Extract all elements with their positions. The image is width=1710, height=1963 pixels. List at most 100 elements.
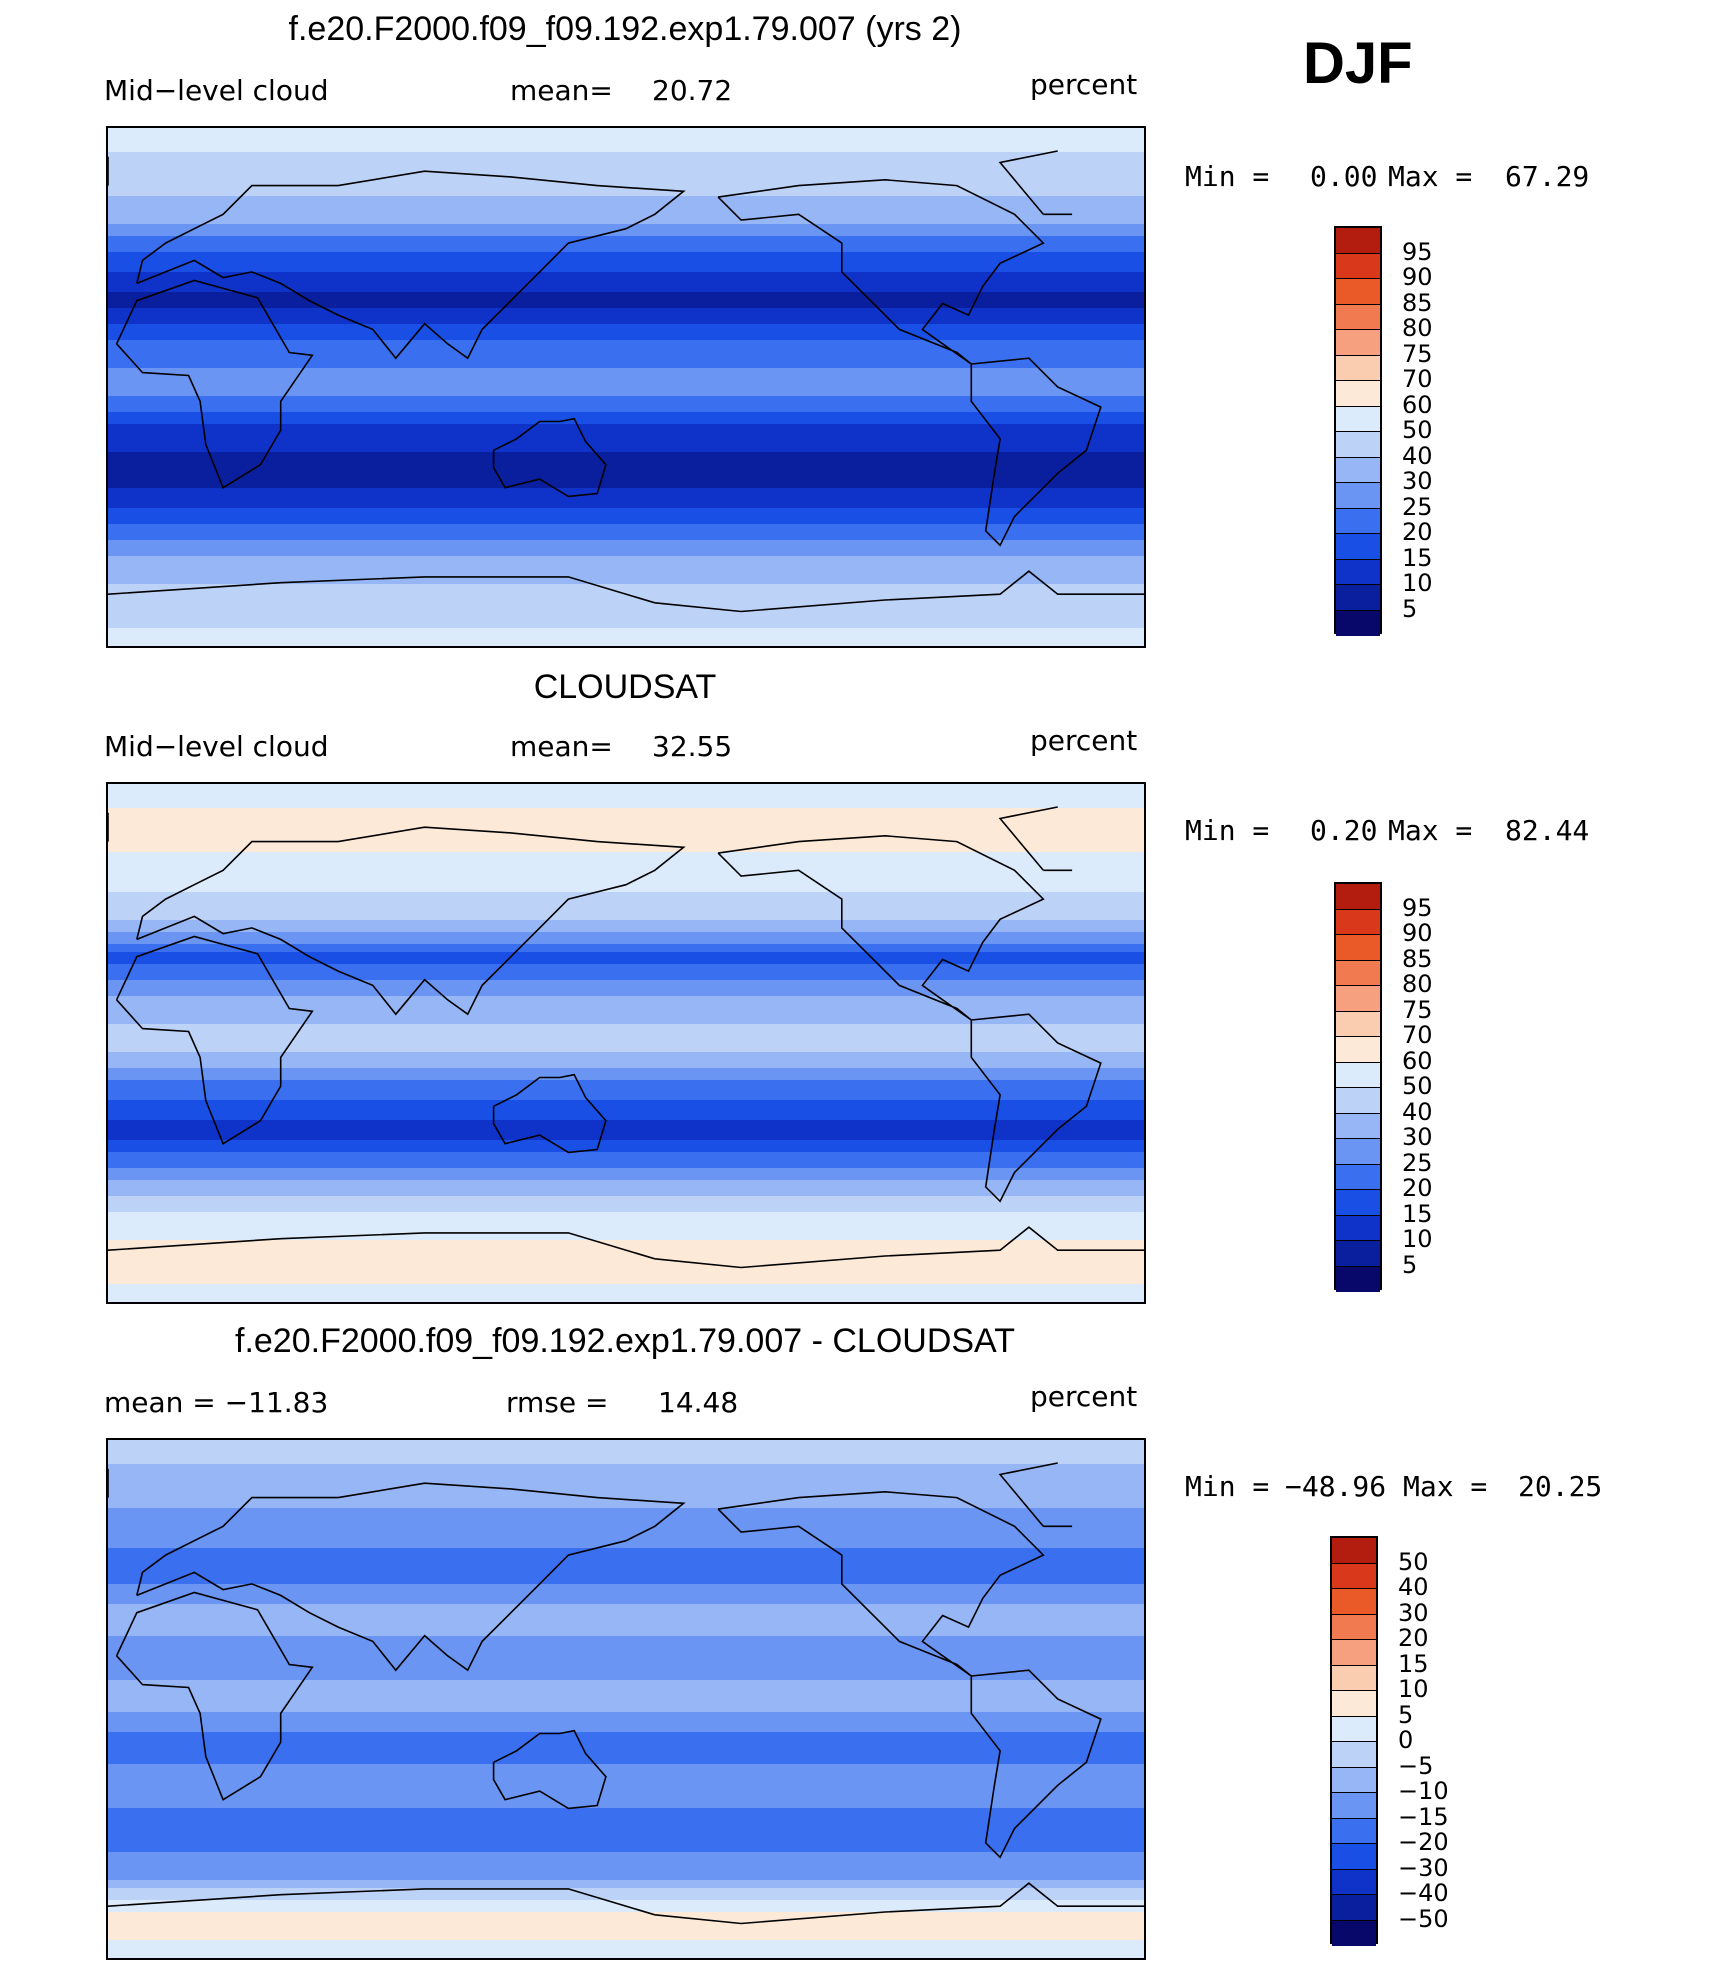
contour-band	[108, 920, 1144, 925]
contour-band	[108, 1644, 1144, 1649]
contour-band	[108, 328, 1144, 333]
contour-band	[108, 1480, 1144, 1485]
contour-band	[108, 1684, 1144, 1689]
colorbar-cell	[1336, 960, 1380, 986]
contour-band	[108, 496, 1144, 501]
contour-band	[108, 160, 1144, 165]
contour-band	[108, 1920, 1144, 1925]
contour-band	[108, 204, 1144, 209]
colorbar-cell	[1336, 610, 1380, 636]
contour-band	[108, 352, 1144, 357]
contour-band	[108, 396, 1144, 401]
contour-band	[108, 1944, 1144, 1949]
contour-band	[108, 1844, 1144, 1849]
colorbar-cell	[1332, 1818, 1376, 1844]
contour-band	[108, 1576, 1144, 1581]
contour-band	[108, 1612, 1144, 1617]
panel-3-rmse-label: rmse =	[506, 1386, 609, 1419]
contour-band	[108, 344, 1144, 349]
contour-band	[108, 840, 1144, 845]
contour-band	[108, 1656, 1144, 1661]
colorbar-cell	[1332, 1869, 1376, 1895]
contour-band	[108, 928, 1144, 933]
contour-band	[108, 1948, 1144, 1953]
contour-band	[108, 1856, 1144, 1861]
contour-band	[108, 504, 1144, 509]
contour-band	[108, 864, 1144, 869]
colorbar-cell	[1336, 1215, 1380, 1241]
contour-band	[108, 1820, 1144, 1825]
contour-band	[108, 1108, 1144, 1113]
contour-band	[108, 1296, 1144, 1301]
contour-band	[108, 1180, 1144, 1185]
contour-band	[108, 800, 1144, 805]
contour-band	[108, 1276, 1144, 1281]
contour-band	[108, 640, 1144, 645]
coastline	[970, 357, 1102, 547]
colorbar-tick-label: 5	[1402, 594, 1418, 623]
contour-band	[108, 180, 1144, 185]
contour-band	[108, 804, 1144, 809]
panel-1-max-value: 67.29	[1505, 160, 1590, 193]
contour-band	[108, 1284, 1144, 1289]
contour-band	[108, 1580, 1144, 1585]
contour-band	[108, 1056, 1144, 1061]
contour-band	[108, 1236, 1144, 1241]
contour-band	[108, 568, 1144, 573]
contour-band	[108, 1500, 1144, 1505]
colorbar-cell	[1332, 1640, 1376, 1666]
contour-band	[108, 620, 1144, 625]
contour-band	[108, 1568, 1144, 1573]
contour-band	[108, 212, 1144, 217]
contour-band	[108, 1736, 1144, 1741]
contour-band	[108, 372, 1144, 377]
contour-band	[108, 424, 1144, 429]
contour-band	[108, 472, 1144, 477]
colorbar-cell	[1332, 1767, 1376, 1793]
contour-band	[108, 1720, 1144, 1725]
contour-band	[108, 1676, 1144, 1681]
contour-band	[108, 1832, 1144, 1837]
contour-band	[108, 536, 1144, 541]
contour-band	[108, 1936, 1144, 1941]
contour-band	[108, 1592, 1144, 1597]
contour-band	[108, 1888, 1144, 1893]
contour-band	[108, 932, 1144, 937]
coastline	[136, 170, 686, 360]
colorbar-cell	[1336, 986, 1380, 1012]
contour-band	[108, 612, 1144, 617]
contour-band	[108, 1088, 1144, 1093]
contour-band	[108, 428, 1144, 433]
colorbar-tick-label: 20	[1398, 1624, 1429, 1652]
contour-band	[108, 1544, 1144, 1549]
colorbar-tick-label: 75	[1402, 339, 1433, 368]
colorbar-tick-label: −40	[1398, 1879, 1449, 1907]
colorbar-cell	[1332, 1895, 1376, 1921]
contour-band	[108, 1208, 1144, 1213]
colorbar-cell	[1336, 355, 1380, 381]
contour-band	[108, 1476, 1144, 1481]
colorbar-cell	[1332, 1665, 1376, 1691]
colorbar-cell	[1336, 253, 1380, 279]
contour-band	[108, 1452, 1144, 1457]
contour-band	[108, 376, 1144, 381]
contour-band	[108, 296, 1144, 301]
contour-band	[108, 1168, 1144, 1173]
panel-1-map-plot	[108, 128, 1144, 646]
contour-band	[108, 360, 1144, 365]
panel-2-colorbar: 95 90 85 80 75 70 60 50 40 30 25 20 15 10 5	[1334, 882, 1474, 1294]
contour-band	[108, 624, 1144, 629]
contour-band	[108, 1760, 1144, 1765]
contour-band	[108, 1864, 1144, 1869]
contour-band	[108, 340, 1144, 345]
contour-band	[108, 220, 1144, 225]
contour-band	[108, 1280, 1144, 1285]
colorbar-box	[1334, 882, 1382, 1292]
contour-band	[108, 808, 1144, 813]
contour-band	[108, 1272, 1144, 1277]
contour-band	[108, 572, 1144, 577]
contour-band	[108, 644, 1144, 646]
contour-band	[108, 492, 1144, 497]
contour-band	[108, 972, 1144, 977]
contour-band	[108, 1836, 1144, 1841]
